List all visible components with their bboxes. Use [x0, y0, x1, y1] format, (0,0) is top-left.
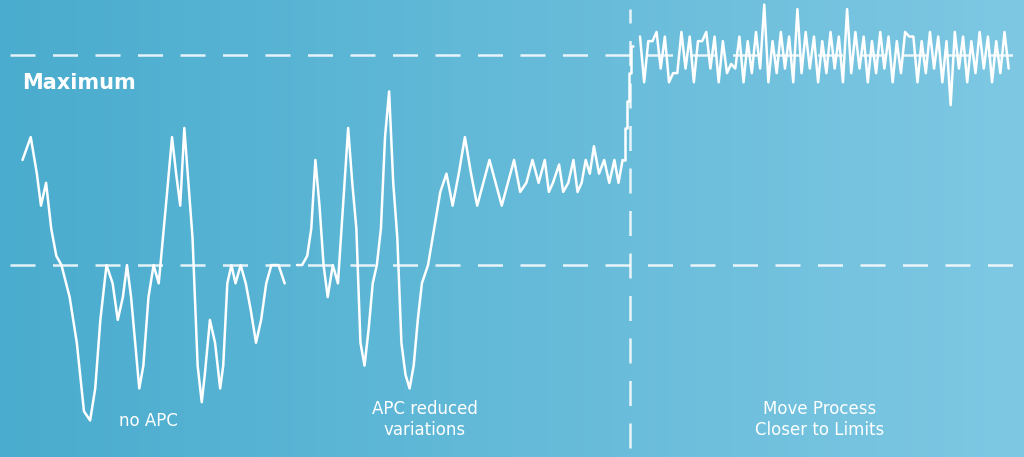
Text: Maximum: Maximum	[23, 73, 136, 93]
Text: Move Process
Closer to Limits: Move Process Closer to Limits	[755, 400, 884, 439]
Text: APC reduced
variations: APC reduced variations	[372, 400, 478, 439]
Text: no APC: no APC	[119, 412, 178, 430]
